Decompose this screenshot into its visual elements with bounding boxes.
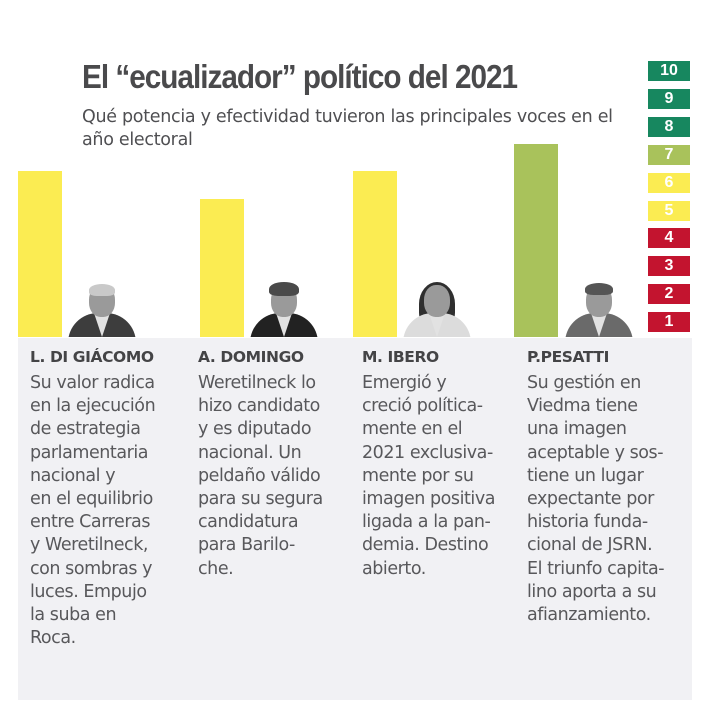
profile-column: M. IBERO Emergió y creció política- ment… [362,346,532,581]
hair-shape [419,282,455,326]
bar-p-pesatti [514,143,558,337]
hair-shape [89,284,115,296]
shoulders-shape [403,313,471,337]
portrait-photo-di-giacomo-icon [62,279,142,337]
profile-description: Su gestión en Viedma tiene una imagen ac… [527,373,665,626]
scale-level-4: 4 [648,228,690,249]
profile-column: P.PESATTI Su gestión en Viedma tiene una… [527,346,697,627]
portrait-photo-domingo-icon [244,279,324,337]
bar-m-ibero [353,171,397,337]
hair-shape [585,283,613,295]
scale-level-1: 1 [648,312,690,333]
collar-shape [591,313,607,337]
profile-name: L. DI GIÁCOMO [30,348,154,366]
page-title: El “ecualizador” político del 2021 [82,58,518,95]
scale-level-10: 10 [648,61,690,81]
profile-name: P.PESATTI [527,348,609,366]
page-subtitle: Qué potencia y efectividad tuvieron las … [82,107,613,150]
portrait-photo-ibero-icon [397,279,477,337]
face-shape [586,285,612,317]
hair-shape [269,282,299,296]
scale-level-9: 9 [648,88,690,109]
scale-level-2: 2 [648,284,690,305]
scale-level-3: 3 [648,256,690,277]
profile-description: Emergió y creció política- mente en el 2… [362,373,496,579]
shoulders-shape [68,313,136,337]
profiles-panel [18,338,692,700]
portrait-photo-pesatti-icon [559,279,639,337]
face-shape [271,285,297,317]
scale-level-5: 5 [648,200,690,221]
shoulders-shape [250,313,318,337]
profile-column: L. DI GIÁCOMO Su valor radica en la ejec… [30,346,200,650]
profile-name: A. DOMINGO [198,348,304,366]
collar-shape [94,313,110,337]
bar-a-domingo [200,199,244,337]
face-shape [424,285,450,317]
profile-column: A. DOMINGO Weretilneck lo hizo candidato… [198,346,368,581]
collar-shape [276,313,292,337]
scale-level-6: 6 [648,172,690,193]
profile-description: Su valor radica en la ejecución de estra… [30,373,156,649]
scale-level-7: 7 [648,144,690,165]
face-shape [89,285,115,317]
shoulders-shape [565,313,633,337]
profile-name: M. IBERO [362,348,439,366]
bar-l-di-giácomo [18,171,62,337]
profile-description: Weretilneck lo hizo candidato y es diput… [198,373,323,579]
scale-level-8: 8 [648,116,690,137]
collar-shape [429,313,445,337]
